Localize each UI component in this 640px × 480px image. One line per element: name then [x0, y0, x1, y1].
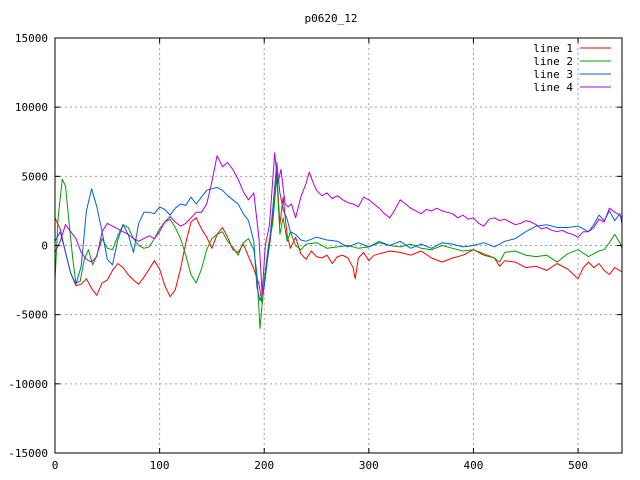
- y-tick-label: 5000: [22, 170, 49, 183]
- legend-label: line 1: [533, 42, 573, 55]
- grid: [55, 38, 622, 453]
- ticks: 0 100 200 300 400 500 -15000 -10000 -5000 0 5000 10…: [8, 32, 622, 472]
- series-group: [54, 152, 623, 329]
- x-tick-label: 400: [464, 459, 484, 472]
- y-tick-label: -10000: [8, 378, 48, 391]
- series-line-3: [54, 162, 623, 302]
- legend-label: line 2: [533, 55, 573, 68]
- x-tick-label: 100: [150, 459, 170, 472]
- y-tick-label: -15000: [8, 447, 48, 460]
- y-tick-label: -5000: [15, 309, 48, 322]
- x-tick-label: 0: [52, 459, 59, 472]
- series-line-1: [54, 171, 623, 305]
- series-line-2: [54, 175, 623, 329]
- series-line-4: [54, 152, 623, 295]
- x-tick-label: 300: [359, 459, 379, 472]
- legend-label: line 4: [533, 81, 573, 94]
- y-tick-label: 10000: [15, 101, 48, 114]
- chart-title: p0620_12: [305, 12, 358, 25]
- y-tick-label: 15000: [15, 32, 48, 45]
- x-tick-label: 200: [254, 459, 274, 472]
- legend-label: line 3: [533, 68, 573, 81]
- y-tick-label: 0: [41, 240, 48, 253]
- x-tick-label: 500: [568, 459, 588, 472]
